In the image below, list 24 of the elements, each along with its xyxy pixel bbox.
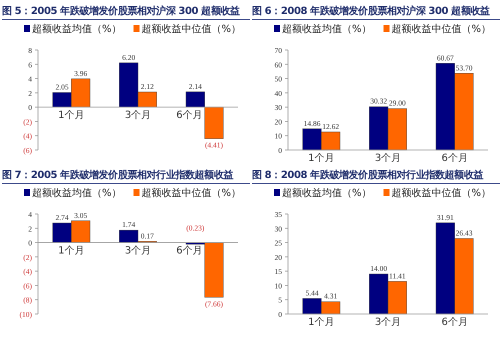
x-tick-label: 6个月 [441, 316, 468, 328]
legend-label: 超额收益均值（%） [32, 23, 122, 35]
x-tick-label: 1个月 [58, 109, 85, 122]
x-tick-label: 6个月 [176, 244, 203, 257]
x-tick-label: 3个月 [374, 152, 402, 164]
x-tick-label: 6个月 [441, 152, 468, 164]
chart-title: 图 8：2008 年跌破增发价股票相对行业指数超额收益 [252, 168, 500, 184]
x-tick-label: 1个月 [58, 244, 85, 257]
legend-label: 超额收益中位值（%） [392, 23, 492, 35]
legend-label: 超额收益均值（%） [282, 23, 372, 35]
chart-title: 图 6：2008 年跌破增发价股票相对沪深 300 超额收益 [252, 4, 500, 20]
x-tick-label: 6个月 [176, 109, 203, 122]
x-tick-label: 1个月 [308, 316, 335, 328]
legend-label: 超额收益中位值（%） [142, 23, 242, 35]
chart-title: 图 7：2005 年跌破增发价股票相对行业指数超额收益 [2, 168, 250, 184]
x-tick-label: 3个月 [374, 316, 402, 328]
chart-title: 图 5：2005 年跌破增发价股票相对沪深 300 超额收益 [2, 4, 250, 20]
legend-label: 超额收益均值（%） [32, 187, 122, 199]
x-tick-label: 1个月 [308, 152, 335, 164]
legend-label: 超额收益均值（%） [282, 187, 372, 199]
legend-label: 超额收益中位值（%） [142, 187, 242, 199]
x-tick-label: 3个月 [124, 109, 152, 122]
legend-label: 超额收益中位值（%） [392, 187, 492, 199]
x-tick-label: 3个月 [124, 244, 152, 257]
